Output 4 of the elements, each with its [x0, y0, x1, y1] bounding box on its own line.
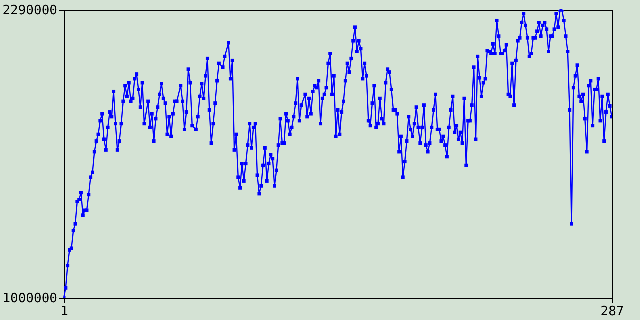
y-tick-label: 1000000: [2, 292, 58, 306]
x-tick-label: 1: [60, 304, 68, 320]
x-tick-label: 287: [600, 304, 624, 320]
y-tick-label: 2290000: [2, 4, 58, 18]
